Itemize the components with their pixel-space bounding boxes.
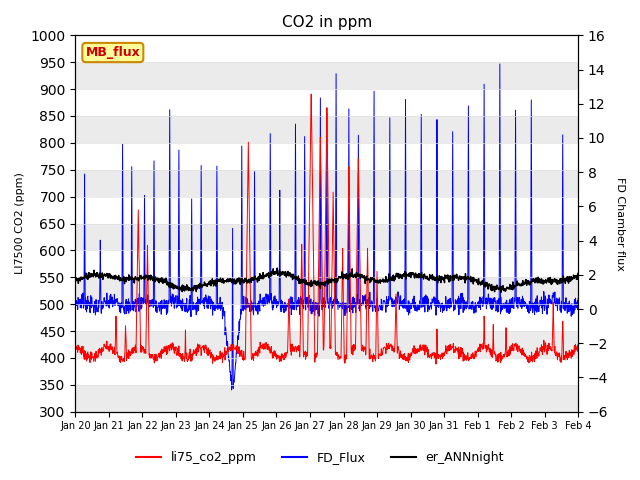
Y-axis label: FD Chamber flux: FD Chamber flux [615,177,625,270]
Title: CO2 in ppm: CO2 in ppm [282,15,372,30]
Bar [76,277,578,304]
Bar [76,116,578,143]
Bar [76,170,578,197]
Legend: li75_co2_ppm, FD_Flux, er_ANNnight: li75_co2_ppm, FD_Flux, er_ANNnight [131,446,509,469]
Y-axis label: LI7500 CO2 (ppm): LI7500 CO2 (ppm) [15,173,25,275]
Bar [76,224,578,251]
Bar [76,385,578,412]
Text: MB_flux: MB_flux [86,46,140,59]
Bar [76,62,578,89]
Bar [76,331,578,358]
